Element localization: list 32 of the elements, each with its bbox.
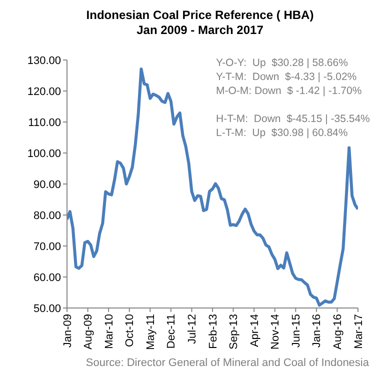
y-tick-label: 70.00 bbox=[33, 240, 61, 253]
text: L-T-M: Up $30.98 | 60.84% bbox=[216, 127, 348, 139]
x-tick-label: Sep-13 bbox=[228, 314, 240, 350]
chart-subtitle: Jan 2009 - March 2017 bbox=[136, 23, 264, 38]
y-tick-label: 110.00 bbox=[28, 116, 61, 129]
y-tick-label: 60.00 bbox=[33, 272, 61, 284]
chart-title: Indonesian Coal Price Reference ( HBA) bbox=[85, 8, 315, 23]
y-tick-label: 100.00 bbox=[27, 148, 61, 160]
y-tick-label: 130.00 bbox=[27, 54, 61, 67]
x-tick-label: Jan-09 bbox=[62, 314, 74, 348]
x-tick-label: Apr-14 bbox=[248, 314, 261, 348]
x-tick-label: May-11 bbox=[144, 314, 157, 350]
text: M-O-M: Down $ -1.42 | -1.70% bbox=[216, 85, 362, 97]
x-tick-label: Nov-14 bbox=[270, 314, 282, 350]
source-note: Source: Director General of Mineral and Coal of Indonesia bbox=[86, 357, 369, 369]
x-tick-label: Jun-15 bbox=[290, 314, 302, 348]
y-tick-label: 80.00 bbox=[33, 210, 61, 222]
x-tick-label: Aug-09 bbox=[82, 314, 95, 350]
y-tick-label: 90.00 bbox=[33, 178, 61, 191]
text: Y-T-M: Down $-4.33 | -5.02% bbox=[216, 71, 357, 83]
text: H-T-M: Down $-45.15 | -35.54% bbox=[216, 113, 370, 125]
y-tick-label: 50.00 bbox=[33, 302, 61, 315]
text: Y-O-Y: Up $30.28 | 58.66% bbox=[216, 57, 348, 69]
x-tick-label: Jan-16 bbox=[311, 314, 324, 348]
x-tick-label: Aug-16 bbox=[332, 314, 344, 350]
x-tick-label: Jul-12 bbox=[186, 314, 199, 344]
x-tick-label: Dec-11 bbox=[166, 314, 178, 349]
x-tick-label: Oct-10 bbox=[124, 314, 136, 348]
x-tick-label: Feb-13 bbox=[207, 314, 220, 349]
y-tick-label: 120.00 bbox=[27, 86, 61, 98]
x-tick-label: Mar-10 bbox=[103, 314, 116, 349]
x-tick-label: Mar-17 bbox=[352, 314, 365, 349]
